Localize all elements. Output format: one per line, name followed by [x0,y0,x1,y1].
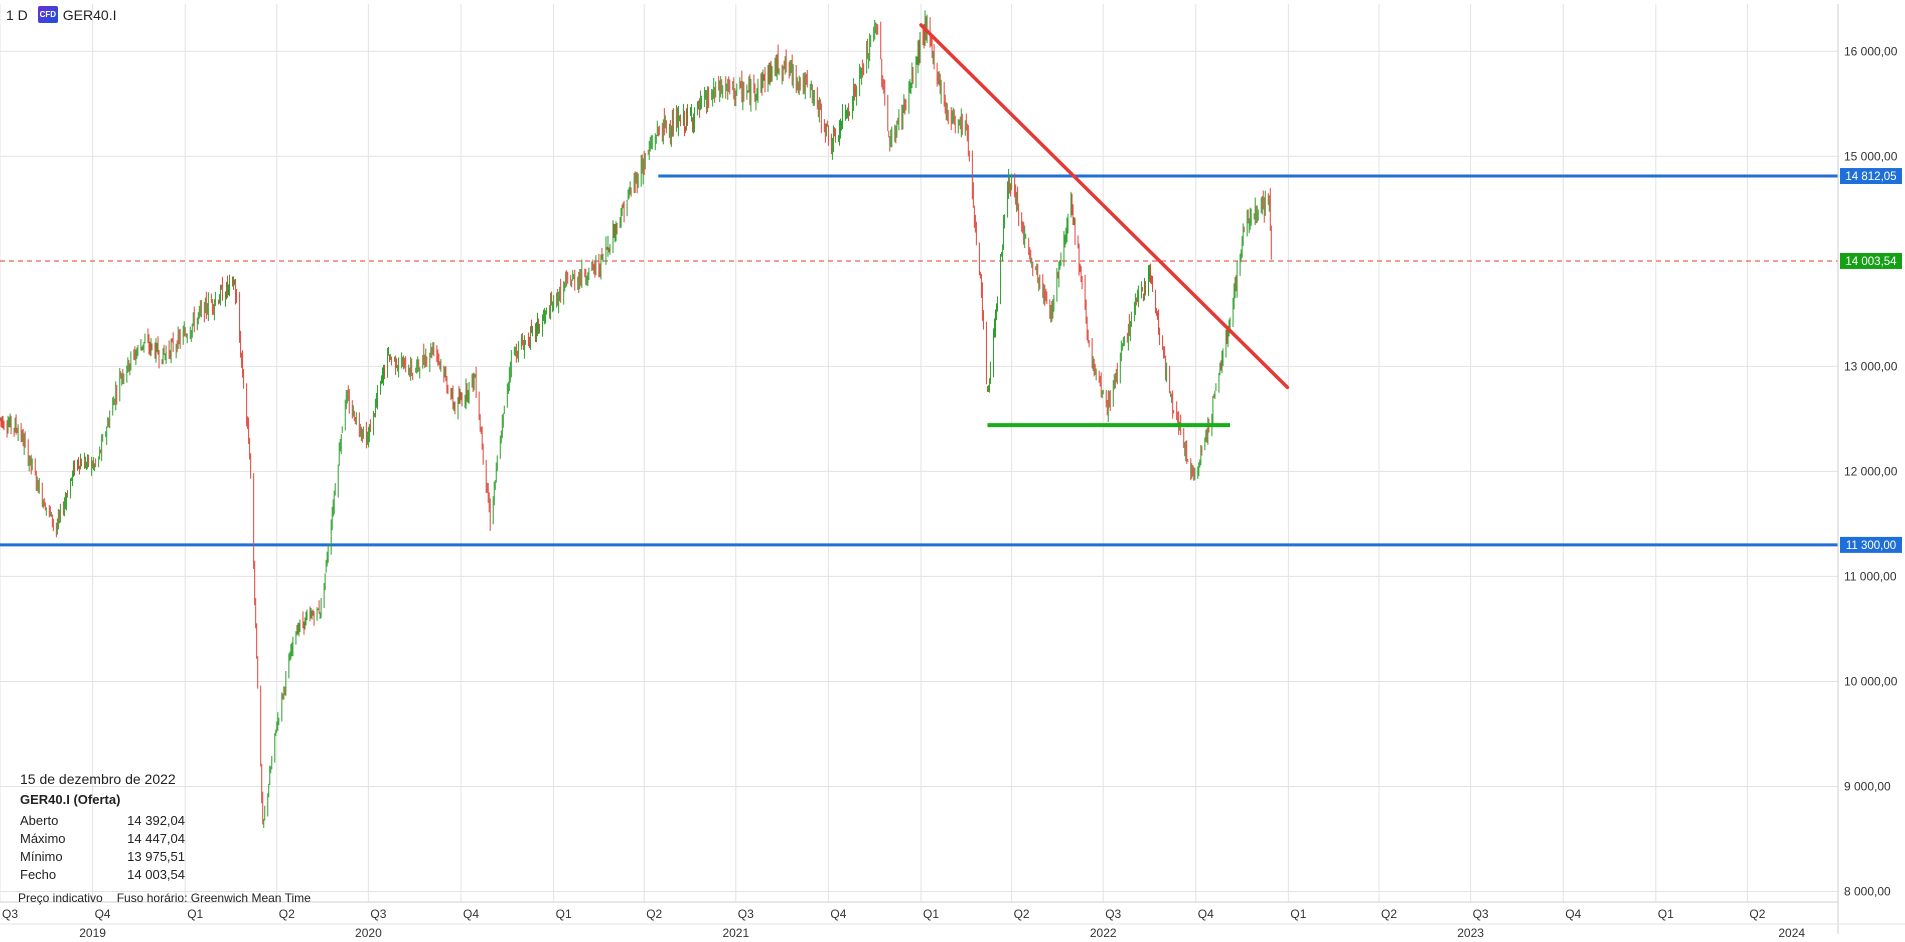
price-note: Preço indicativo [18,891,103,905]
quarter-tick-label: Q4 [1198,907,1214,921]
year-tick-label: 2020 [355,926,382,940]
year-tick-label: 2022 [1090,926,1117,940]
year-tick-label: 2019 [79,926,106,940]
quarter-tick-label: Q1 [923,907,939,921]
timezone-note: Fuso horário: Greenwich Mean Time [116,891,311,905]
quarter-tick-label: Q1 [1290,907,1306,921]
trend-line[interactable] [919,23,1290,390]
quarter-tick-label: Q3 [2,907,18,921]
current-price-tag [1840,252,1902,269]
chart-header: 1 D CFD GER40.I [6,6,117,23]
time-axis[interactable]: Q3 Q4 Q1 Q2 Q3 Q4 Q1 Q2 Q3 Q4 Q1 Q2 Q3 Q4 Q1 Q2 Q3 Q4 Q1 Q2… [0,901,1905,940]
info-row: Mínimo 13 975,51 [20,848,185,866]
info-value: 13 975,51 [127,849,185,864]
quarter-tick-label: Q1 [1658,907,1674,921]
ohlc-info-panel: 15 de dezembro de 2022 GER40.I (Oferta) … [20,770,185,884]
quarter-tick-label: Q2 [1381,907,1397,921]
timeframe-selector[interactable]: 1 D [6,6,28,23]
info-title: GER40.I (Oferta) [20,792,121,807]
drawing-tools[interactable] [919,23,1290,428]
info-row: Aberto 14 392,04 [20,812,185,830]
info-row: Máximo 14 447,04 [20,830,185,848]
quarter-tick-label: Q3 [738,907,754,921]
level-price-tag [1840,536,1902,553]
level-price-tag [1840,168,1902,185]
price-tick-label: 11 000,00 [1844,569,1897,583]
info-value: 14 447,04 [127,831,185,846]
year-tick-label: 2023 [1457,926,1484,940]
info-label: Máximo [20,831,66,846]
year-tick-label: 2021 [722,926,749,940]
quarter-tick-label: Q2 [279,907,295,921]
cfd-icon: CFD [37,6,58,23]
quarter-tick-label: Q3 [370,907,386,921]
quarter-tick-label: Q3 [1473,907,1489,921]
price-tick-label: 10 000,00 [1844,674,1898,688]
quarter-tick-label: Q2 [1749,907,1765,921]
info-label: Mínimo [20,849,63,864]
price-tick-label: 12 000,00 [1844,464,1898,478]
price-series [0,10,1272,828]
chart-grid [0,4,1838,902]
quarter-tick-label: Q4 [830,907,846,921]
chart-footnote: Preço indicativo Fuso horário: Greenwich… [18,891,311,905]
level-lines[interactable] [0,174,1838,547]
price-tick-label: 13 000,00 [1844,359,1898,373]
price-tick-label: 8 000,00 [1844,884,1891,898]
price-tick-label: 16 000,00 [1844,44,1898,58]
quarter-tick-label: Q4 [1565,907,1581,921]
quarter-tick-label: Q1 [556,907,572,921]
quarter-tick-label: Q4 [463,907,479,921]
instrument-selector[interactable]: CFD GER40.I [37,6,117,23]
quarter-tick-label: Q4 [95,907,111,921]
price-axis[interactable]: 16 000,00 15 000,00 13 000,00 12 000,00 11 0… [1837,4,1902,934]
info-label: Fecho [20,867,57,882]
quarter-tick-label: Q1 [187,907,203,921]
quarter-tick-label: Q2 [646,907,662,921]
info-date: 15 de dezembro de 2022 [20,771,176,787]
current-price-label: 14 003,54 [1845,256,1897,268]
quarter-tick-label: Q2 [1014,907,1030,921]
year-tick-label: 2024 [1778,926,1805,940]
price-tick-label: 15 000,00 [1844,149,1898,163]
instrument-name: GER40.I [62,6,117,23]
info-label: Aberto [20,813,59,828]
level-price-label: 14 812,05 [1845,171,1896,183]
info-value: 14 392,04 [127,813,185,828]
level-price-label: 11 300,00 [1846,540,1896,552]
quarter-tick-label: Q3 [1105,907,1121,921]
info-value: 14 003,54 [127,867,185,882]
info-row: Fecho 14 003,54 [20,866,185,884]
price-tick-label: 9 000,00 [1844,779,1891,793]
